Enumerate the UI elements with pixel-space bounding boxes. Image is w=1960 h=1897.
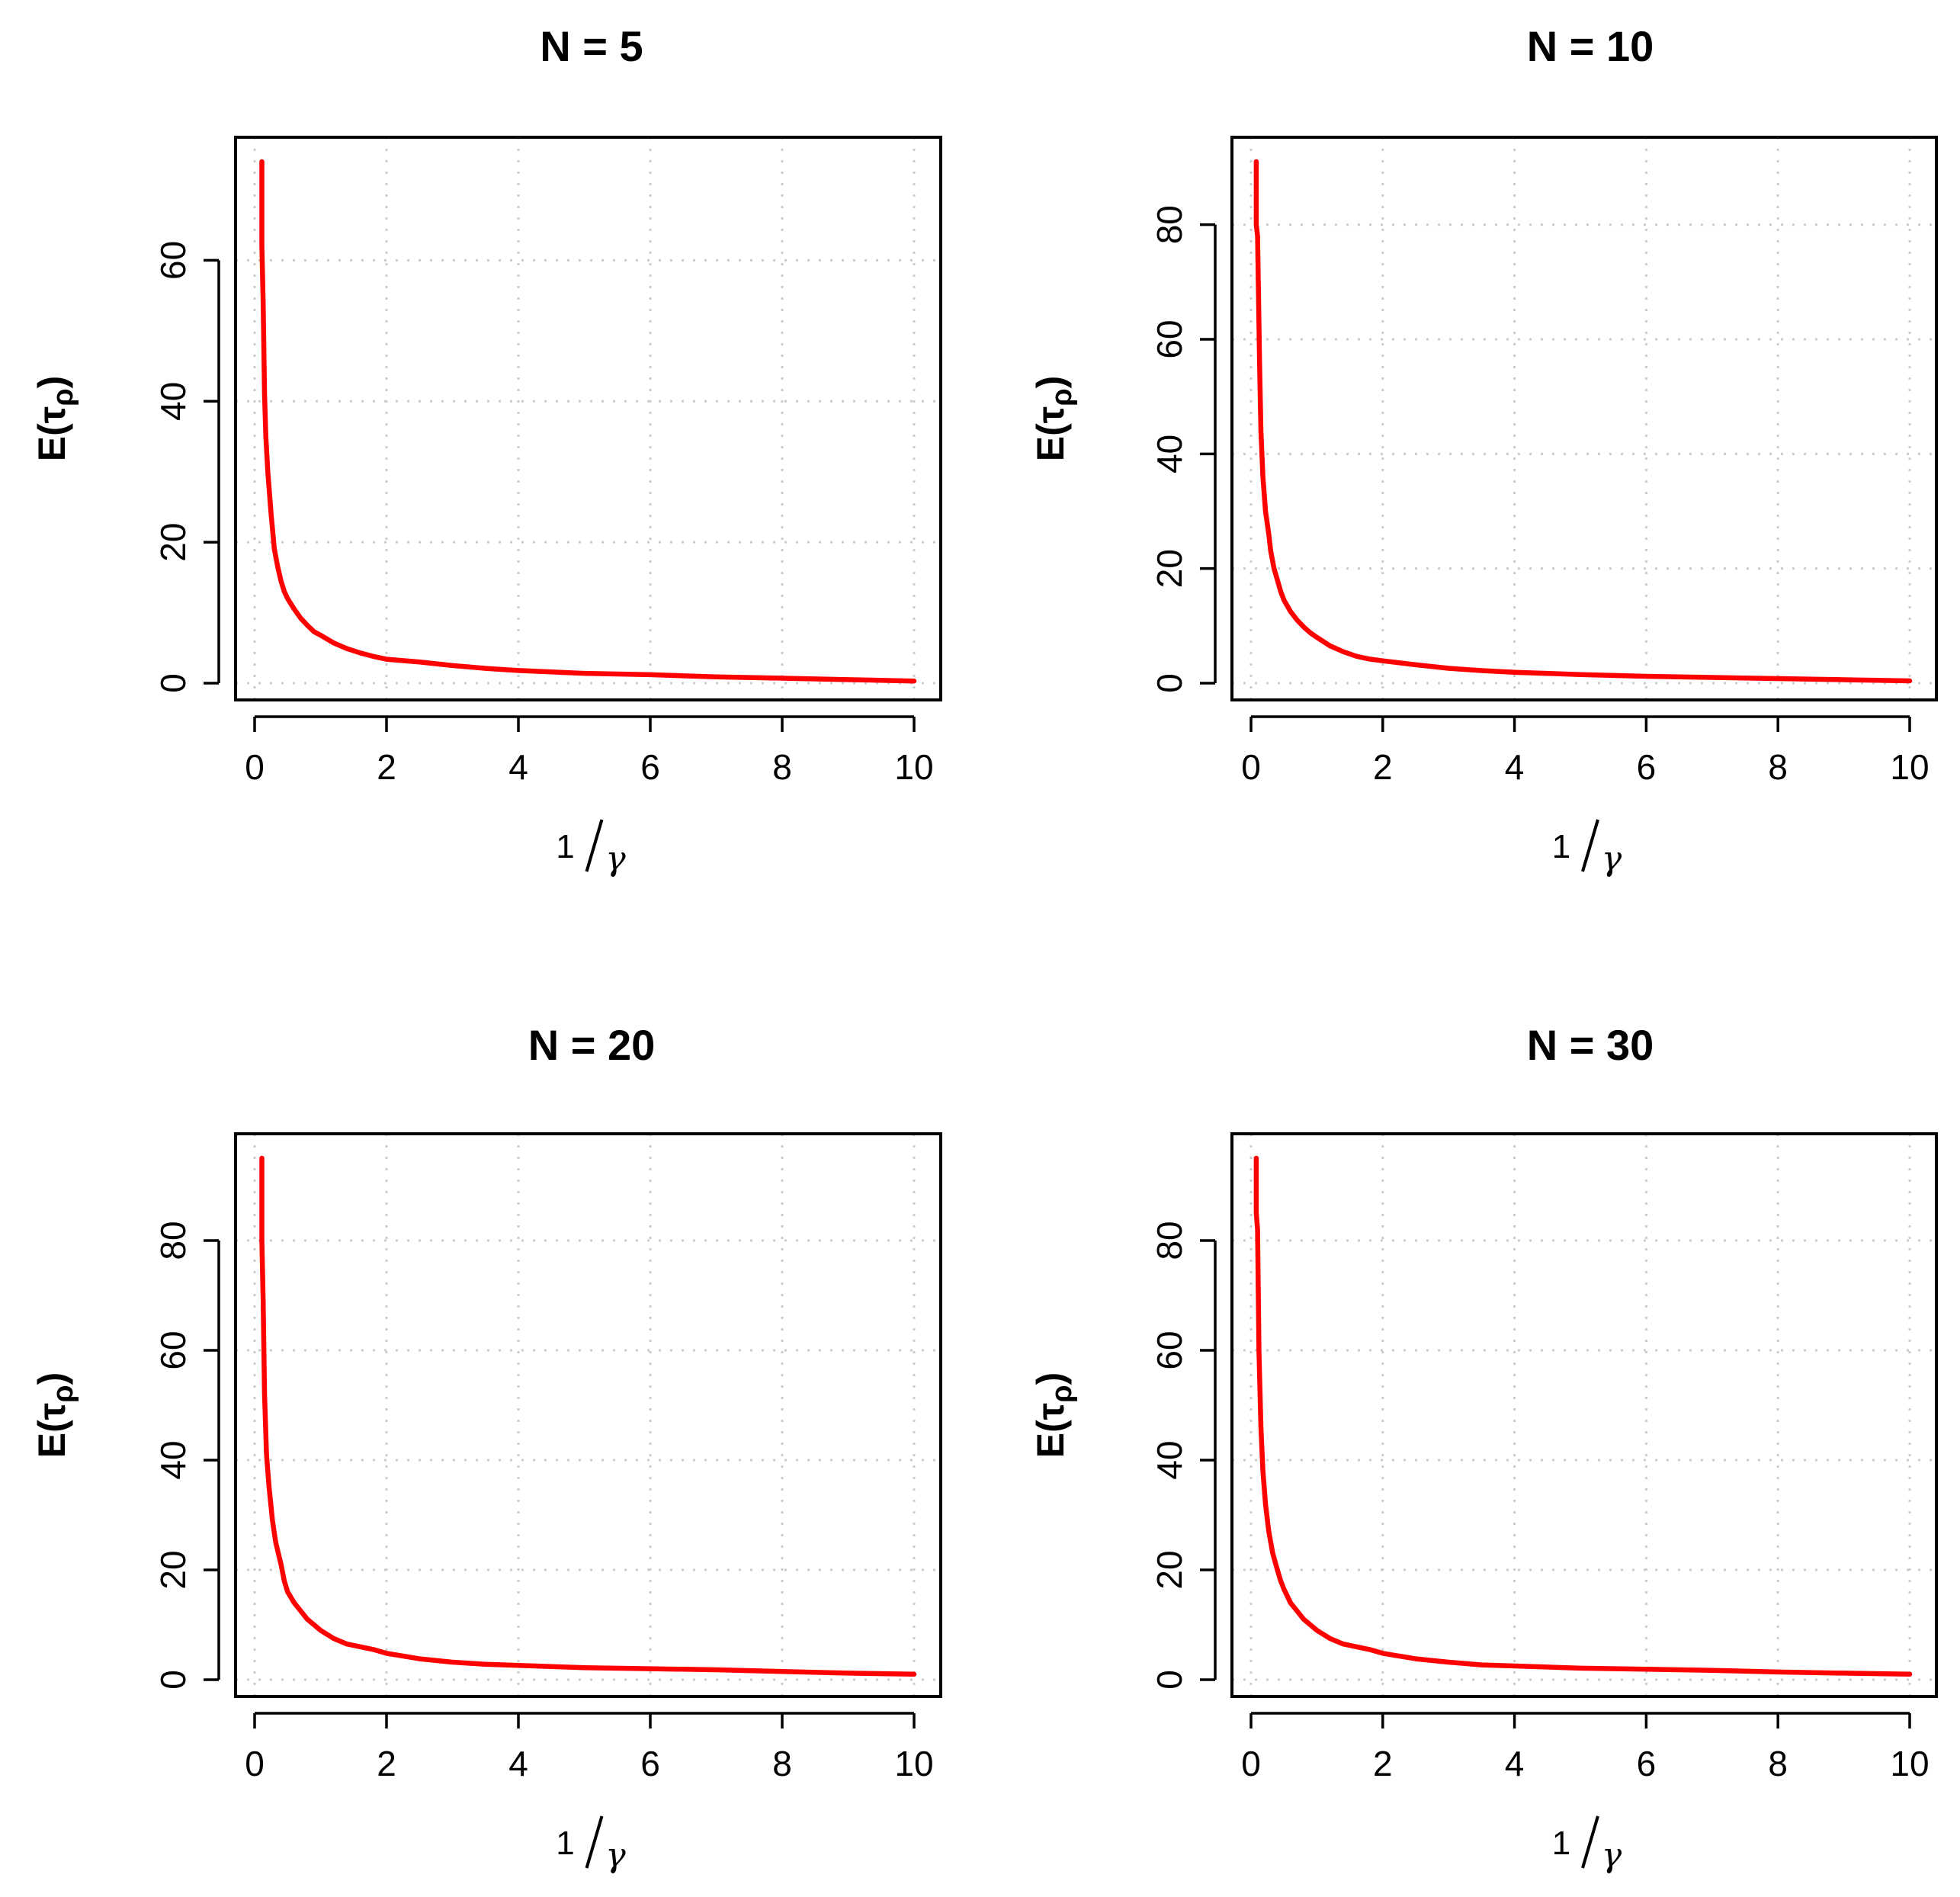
x-axis-label-denominator: γ (1602, 839, 1622, 878)
panel-title-n20: N = 20 (528, 1021, 656, 1069)
x-tick-label: 4 (1505, 747, 1525, 787)
x-tick-label: 0 (1241, 747, 1261, 787)
y-axis-label: E(τρ) (1029, 376, 1078, 462)
y-tick-label: 40 (1150, 435, 1189, 473)
x-tick-label: 6 (1637, 1744, 1657, 1783)
plot-panel-1: 0 2 4 6 8 10 0 20 40 60 1 γ E(τρ) (30, 136, 942, 878)
x-tick-label: 8 (1768, 747, 1788, 787)
series-line-1 (1253, 1155, 1913, 1677)
plot-panel-3: 0 2 4 6 8 10 0 20 40 60 80 1 γ E(τρ) (30, 1132, 942, 1875)
y-tick-label: 60 (153, 241, 193, 280)
x-tick-label: 0 (245, 747, 265, 787)
y-tick-label: 20 (1150, 1550, 1189, 1589)
panel-title-n30: N = 30 (1527, 1021, 1654, 1069)
y-tick-label: 20 (1150, 549, 1189, 588)
panel-title-n10: N = 10 (1527, 22, 1654, 70)
plot-frame (1230, 1132, 1938, 1698)
x-axis-label-denominator: γ (605, 839, 626, 878)
y-tick-label: 60 (1150, 319, 1189, 358)
x-tick-label: 10 (894, 1744, 933, 1783)
x-tick-label: 6 (640, 747, 660, 787)
x-axis-label-slash (585, 1815, 604, 1869)
y-tick-label: 40 (153, 1440, 193, 1479)
y-tick-label: 0 (153, 1670, 193, 1690)
x-tick-label: 4 (508, 747, 528, 787)
plot-panel-2: 0 2 4 6 8 10 0 20 40 60 80 1 γ E(τρ) (1029, 136, 1938, 878)
x-tick-label: 2 (1373, 1744, 1393, 1783)
plot-frame (234, 136, 942, 701)
plot-frame (1230, 136, 1938, 701)
x-axis-label-numerator: 1 (556, 828, 574, 865)
x-tick-label: 8 (772, 1744, 792, 1783)
x-axis-label-slash (585, 819, 604, 872)
y-tick-label: 40 (153, 382, 193, 421)
x-axis-label-slash (1581, 819, 1599, 872)
x-axis-label-numerator: 1 (556, 1825, 574, 1862)
y-axis-label: E(τρ) (30, 376, 79, 462)
plot-frame (234, 1132, 942, 1698)
x-tick-label: 2 (1373, 747, 1393, 787)
x-tick-label: 0 (1241, 1744, 1261, 1783)
x-tick-label: 8 (772, 747, 792, 787)
y-tick-label: 0 (153, 673, 193, 693)
plot-panel-4: 0 2 4 6 8 10 0 20 40 60 80 1 γ E(τρ) (1029, 1132, 1938, 1875)
x-axis-label-denominator: γ (1602, 1836, 1622, 1875)
y-tick-label: 60 (153, 1330, 193, 1369)
x-tick-label: 4 (1505, 1744, 1525, 1783)
x-axis-label-numerator: 1 (1552, 1825, 1570, 1862)
y-tick-label: 40 (1150, 1440, 1189, 1479)
x-tick-label: 6 (1637, 747, 1657, 787)
y-tick-label: 80 (1150, 1221, 1189, 1260)
x-tick-label: 8 (1768, 1744, 1788, 1783)
x-axis-label-slash (1581, 1815, 1599, 1869)
x-tick-label: 6 (640, 1744, 660, 1783)
y-tick-label: 20 (153, 523, 193, 562)
x-tick-label: 0 (245, 1744, 265, 1783)
y-tick-label: 60 (1150, 1330, 1189, 1369)
x-tick-label: 10 (894, 747, 933, 787)
series-line-1 (259, 1155, 917, 1677)
panel-title-n5: N = 5 (540, 22, 643, 70)
y-tick-label: 80 (1150, 205, 1189, 244)
series-line-1 (259, 159, 917, 684)
y-axis-label: E(τρ) (1029, 1372, 1078, 1459)
x-tick-label: 10 (1890, 747, 1929, 787)
x-tick-label: 4 (508, 1744, 528, 1783)
y-axis-label: E(τρ) (30, 1372, 79, 1459)
y-tick-label: 0 (1150, 673, 1189, 693)
y-tick-label: 20 (153, 1550, 193, 1589)
y-tick-label: 0 (1150, 1670, 1189, 1690)
series-line-1 (1253, 159, 1913, 684)
x-tick-label: 10 (1890, 1744, 1929, 1783)
x-tick-label: 2 (377, 1744, 396, 1783)
x-tick-label: 2 (377, 747, 396, 787)
x-axis-label-numerator: 1 (1552, 828, 1570, 865)
x-axis-label-denominator: γ (605, 1836, 626, 1875)
y-tick-label: 80 (153, 1221, 193, 1260)
